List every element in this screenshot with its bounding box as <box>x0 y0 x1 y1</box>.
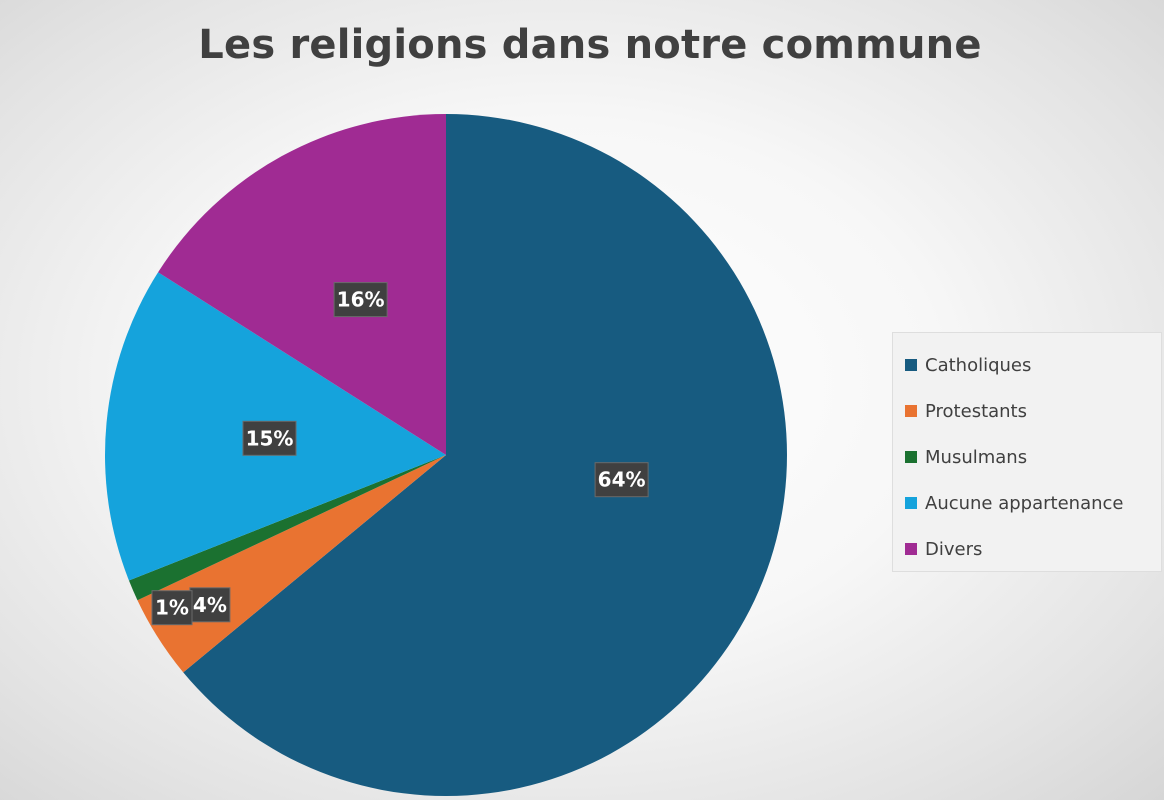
chart-legend: Catholiques Protestants Musulmans Aucune ap… <box>892 332 1162 572</box>
legend-swatch <box>905 497 917 509</box>
data-label-text: 16% <box>337 288 385 312</box>
legend-label: Divers <box>925 539 982 560</box>
data-label-text: 15% <box>246 426 294 450</box>
data-label-protestants: 4% <box>190 588 230 622</box>
legend-swatch <box>905 405 917 417</box>
data-label-text: 64% <box>598 468 646 492</box>
data-label-musulmans: 1% <box>152 591 192 625</box>
legend-item-protestants: Protestants <box>905 387 1161 435</box>
pie-slices <box>105 114 787 796</box>
legend-label: Protestants <box>925 401 1027 422</box>
data-label-catholiques: 64% <box>595 463 648 497</box>
data-label-text: 4% <box>193 593 227 617</box>
legend-swatch <box>905 543 917 555</box>
legend-label: Catholiques <box>925 355 1031 376</box>
data-label-text: 1% <box>155 596 189 620</box>
legend-swatch <box>905 451 917 463</box>
legend-item-catholiques: Catholiques <box>905 341 1161 389</box>
legend-item-musulmans: Musulmans <box>905 433 1161 481</box>
legend-item-divers: Divers <box>905 525 1161 573</box>
legend-item-aucune-appartenance: Aucune appartenance <box>905 479 1161 527</box>
legend-label: Aucune appartenance <box>925 493 1124 514</box>
data-label-divers: 16% <box>334 283 387 317</box>
legend-swatch <box>905 359 917 371</box>
data-label-aucune-appartenance: 15% <box>243 421 296 455</box>
legend-label: Musulmans <box>925 447 1027 468</box>
